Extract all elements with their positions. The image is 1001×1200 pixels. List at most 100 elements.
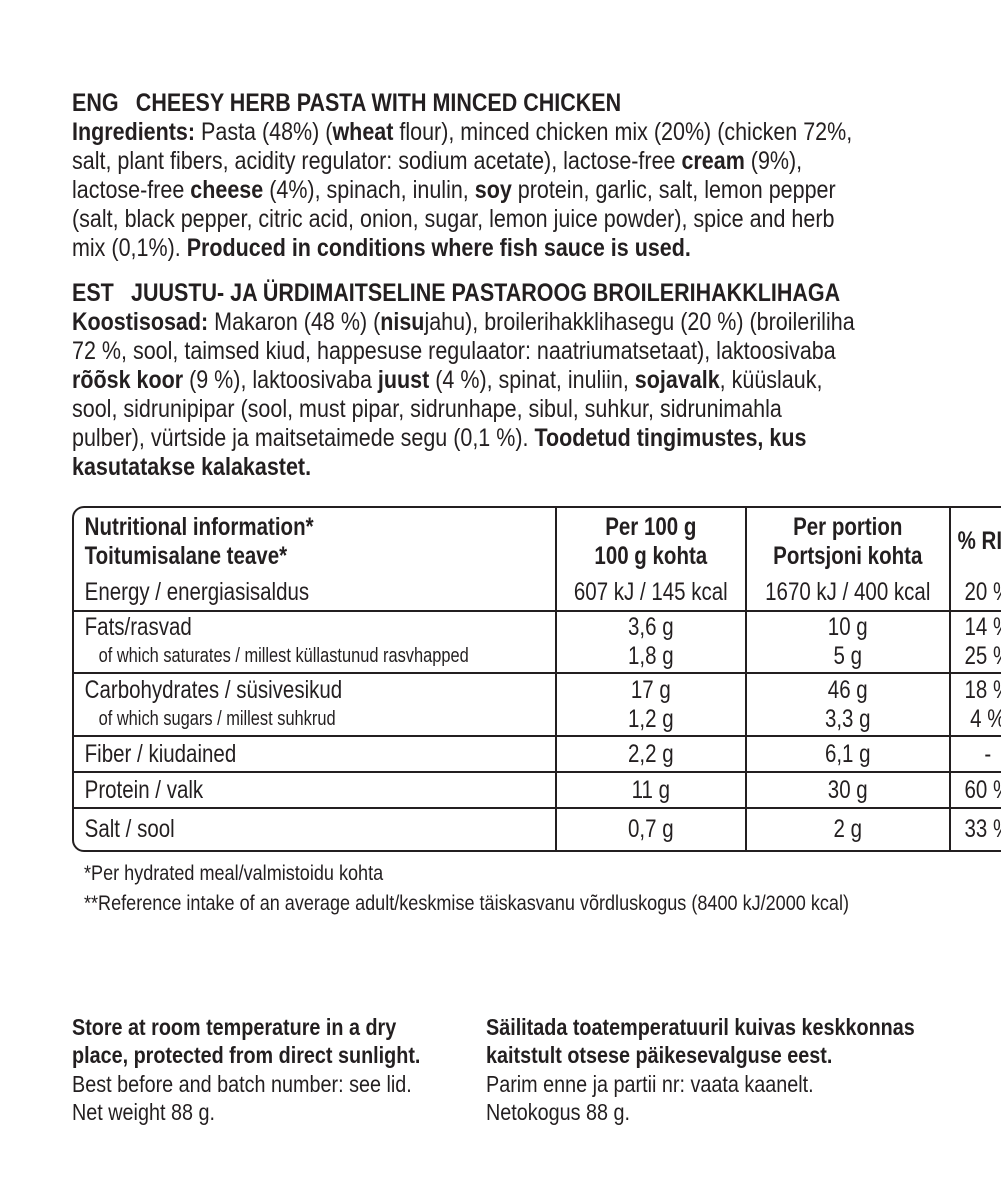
ingredient-line: lactose-free cheese (4%), spinach, inuli… <box>72 176 836 205</box>
nutrition-cell-per100: 17 g 1,2 g <box>557 674 747 737</box>
header-portion-est: Portsjoni kohta <box>773 541 923 570</box>
nutrient-value: 17 g <box>631 675 672 704</box>
ingredient-line: rõõsk koor (9 %), laktoosivaba juust (4 … <box>72 366 822 395</box>
storage-eng-line: place, protected from direct sunlight. <box>72 1042 421 1068</box>
nutrient-value: 14 % <box>963 613 1001 641</box>
ingredient-text: cheese <box>190 176 264 204</box>
nutrient-value: 607 kJ / 145 kcal <box>574 578 729 606</box>
nutrient-value: 18 % <box>963 675 1001 704</box>
footnote-reference-intake: **Reference intake of an average adult/k… <box>84 892 849 915</box>
ingredient-text: (4%), spinach, inulin, <box>263 176 475 204</box>
ingredient-text: lactose-free <box>72 176 191 204</box>
ingredient-line: kasutatakse kalakastet. <box>72 453 311 482</box>
eng-lang-code: ENG <box>72 89 119 117</box>
ingredient-text: sool, sidrunipipar (sool, must pipar, si… <box>72 395 782 423</box>
nutrient-value: 2 g <box>833 815 862 843</box>
nutrition-cell-per100: 11 g <box>557 773 747 809</box>
ingredient-line: salt, plant fibers, acidity regulator: s… <box>72 147 802 176</box>
nutrient-name: Salt / sool <box>84 815 175 843</box>
nutrition-cell-label: Protein / valk <box>74 773 558 809</box>
ingredient-text: (4 %), spinat, inuliin, <box>429 366 635 394</box>
header-per100-eng: Per 100 g <box>605 512 697 541</box>
est-product-name: JUUSTU- JA ÜRDIMAITSELINE PASTAROOG BROI… <box>131 279 841 307</box>
nutrition-cell-label: Energy / energiasisaldus <box>74 575 558 612</box>
ingredient-text: (9%), <box>744 147 803 175</box>
nutrition-cell-ri: 33 % <box>951 809 1001 850</box>
ingredient-text: juust <box>377 366 430 394</box>
nutrient-value: 2,2 g <box>628 739 674 768</box>
ingredient-text: Ingredients: <box>72 118 196 146</box>
net-weight-eng: Net weight 88 g. <box>72 1099 215 1125</box>
nutrient-value: 46 g <box>827 675 868 704</box>
nutrition-cell-ri: 18 %4 % <box>950 674 1001 737</box>
nutrient-value: 33 % <box>963 815 1001 843</box>
header-label-eng: Nutritional information* <box>84 512 314 541</box>
nutrient-name: of which saturates / millest küllastunud… <box>98 645 469 667</box>
nutrition-cell-portion: 46 g 3,3 g <box>746 674 951 737</box>
storage-est-line: kaitstult otsese päikesevalguse eest. <box>486 1042 833 1068</box>
nutrient-name: Carbohydrates / süsivesikud <box>84 675 343 704</box>
nutrition-cell-per100: 3,6 g 1,8 g <box>557 612 747 674</box>
ingredient-text: Makaron (48 %) ( <box>208 308 381 336</box>
ingredient-text: cream <box>681 147 745 175</box>
nutrient-value: 10 g <box>827 613 868 641</box>
eng-product-name: CHEESY HERB PASTA WITH MINCED CHICKEN <box>135 89 622 117</box>
ingredient-text: wheat <box>332 118 394 146</box>
nutrition-cell-label: Carbohydrates / süsivesikud of which suga… <box>74 674 558 737</box>
est-lang-code: EST <box>72 279 114 307</box>
header-ri: % RI** <box>957 527 1001 555</box>
nutrition-cell-ri: - <box>950 737 1001 773</box>
ingredient-text: rõõsk koor <box>72 366 184 394</box>
nutrient-value: 11 g <box>631 775 671 804</box>
nutrient-value: 1670 kJ / 400 kcal <box>765 578 931 606</box>
est-title: EST JUUSTU- JA ÜRDIMAITSELINE PASTAROOG B… <box>72 279 840 308</box>
ingredient-text: , küüslauk, <box>719 366 823 394</box>
eng-title: ENG CHEESY HERB PASTA WITH MINCED CHICKEN <box>72 89 621 118</box>
ingredient-text: Koostisosad: <box>72 308 209 336</box>
nutrient-value: 25 % <box>963 642 1001 670</box>
nutrition-cell-ri: 14 %25 % <box>950 612 1001 674</box>
nutrition-row: Fats/rasvad of which saturates / millest … <box>74 612 1001 674</box>
nutrition-cell-portion: 2 g <box>747 809 951 850</box>
ingredient-text: (salt, black pepper, citric acid, onion,… <box>72 205 835 233</box>
nutrition-row: Fiber / kiudained 2,2 g 6,1 g - <box>74 737 1001 773</box>
nutrient-value: 0,7 g <box>628 815 674 843</box>
nutrient-name: Fats/rasvad <box>84 613 192 641</box>
nutrition-header-row: Nutritional information* Toitumisalane te… <box>74 508 1001 575</box>
best-before-eng: Best before and batch number: see lid. <box>72 1071 412 1097</box>
header-portion-eng: Per portion <box>793 512 903 541</box>
nutrition-cell-label: Fats/rasvad of which saturates / millest … <box>74 612 558 674</box>
ingredient-line: pulber), vürtside ja maitsetaimede segu … <box>72 424 806 453</box>
nutrition-cell-per100: 0,7 g <box>557 809 747 850</box>
nutrient-value: 5 g <box>833 642 862 670</box>
ingredient-text: (9 %), laktoosivaba <box>183 366 378 394</box>
nutrition-cell-label: Salt / sool <box>74 809 558 850</box>
nutrient-value: 30 g <box>827 775 868 804</box>
nutrition-cell-portion: 30 g <box>746 773 951 809</box>
nutrition-row: Salt / sool 0,7 g 2 g 33 % <box>74 809 1001 850</box>
nutrient-value: 6,1 g <box>824 739 871 768</box>
nutrient-name: Fiber / kiudained <box>84 739 237 768</box>
ingredient-line: (salt, black pepper, citric acid, onion,… <box>72 205 834 234</box>
ingredient-text: nisu <box>380 308 425 336</box>
nutrient-name: Energy / energiasisaldus <box>84 578 310 606</box>
header-label-est: Toitumisalane teave* <box>84 541 288 570</box>
nutrient-name: Protein / valk <box>84 775 204 804</box>
nutrient-name: of which sugars / millest suhkrud <box>98 707 336 730</box>
ingredient-text: Toodetud tingimustes, kus <box>534 424 807 452</box>
ingredient-line: 72 %, sool, taimsed kiud, happesuse regu… <box>72 337 836 366</box>
nutrient-value: 3,3 g <box>824 704 871 733</box>
ingredient-text: mix (0,1%). <box>72 234 187 262</box>
nutrition-row: Carbohydrates / süsivesikud of which suga… <box>74 674 1001 737</box>
nutrition-cell-per100: 607 kJ / 145 kcal <box>557 575 747 612</box>
ingredient-line: sool, sidrunipipar (sool, must pipar, si… <box>72 395 782 424</box>
nutrition-table: Nutritional information* Toitumisalane te… <box>72 506 1001 852</box>
ingredient-text: flour), minced chicken mix (20%) (chicke… <box>393 118 853 146</box>
nutrient-value: 3,6 g <box>628 613 674 641</box>
nutrient-value: - <box>983 739 991 768</box>
ingredient-text: soy <box>474 176 512 204</box>
ingredient-text: jahu), broilerihakklihasegu (20 %) (broi… <box>424 308 855 336</box>
ingredient-text: 72 %, sool, taimsed kiud, happesuse regu… <box>72 337 836 365</box>
nutrition-row: Energy / energiasisaldus 607 kJ / 145 kca… <box>74 575 1001 612</box>
